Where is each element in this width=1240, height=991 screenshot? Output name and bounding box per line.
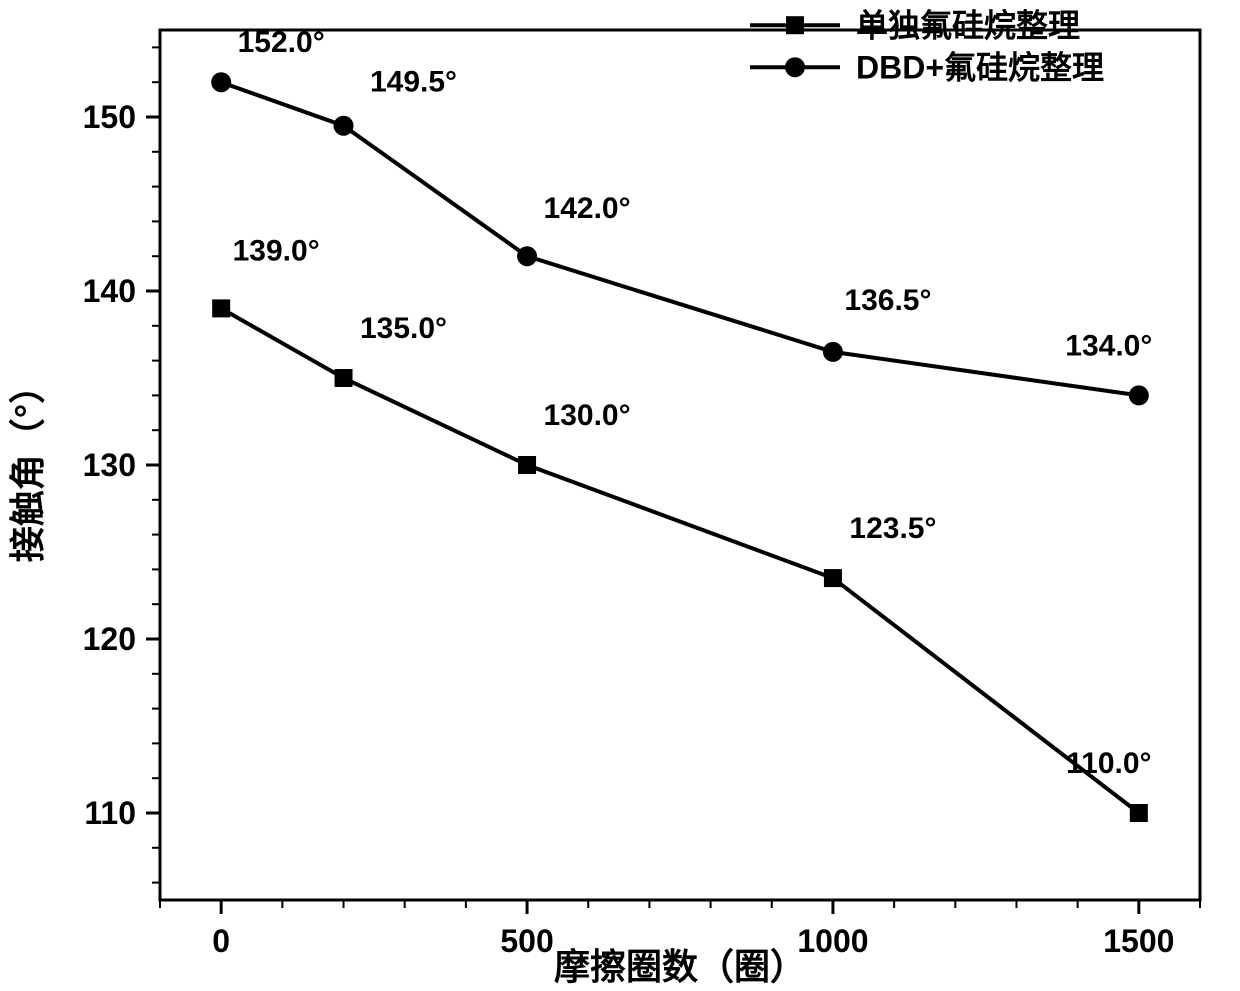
square-marker-icon bbox=[335, 369, 353, 387]
data-label: 134.0° bbox=[1065, 329, 1152, 362]
circle-marker-icon bbox=[1129, 385, 1149, 405]
square-marker-icon bbox=[824, 569, 842, 587]
circle-marker-icon bbox=[517, 246, 537, 266]
x-tick-label: 1000 bbox=[797, 923, 868, 959]
y-tick-label: 140 bbox=[83, 273, 136, 309]
data-label: 123.5° bbox=[849, 512, 936, 545]
data-label: 152.0° bbox=[238, 26, 325, 59]
square-marker-icon bbox=[1130, 804, 1148, 822]
x-tick-label: 0 bbox=[212, 923, 230, 959]
data-label: 139.0° bbox=[233, 234, 320, 267]
y-tick-label: 110 bbox=[84, 795, 136, 831]
circle-marker-icon bbox=[785, 57, 805, 77]
legend-label: 单独氟硅烷整理 bbox=[856, 7, 1080, 43]
data-label: 136.5° bbox=[844, 284, 931, 317]
data-label: 142.0° bbox=[544, 192, 631, 225]
y-axis-label: 接触角（°） bbox=[7, 368, 48, 562]
x-tick-label: 1500 bbox=[1103, 923, 1174, 959]
y-tick-label: 120 bbox=[83, 621, 136, 657]
data-label: 130.0° bbox=[544, 399, 631, 432]
x-axis-label: 摩擦圈数（圈） bbox=[554, 946, 806, 987]
y-tick-label: 130 bbox=[83, 447, 136, 483]
square-marker-icon bbox=[518, 456, 536, 474]
x-tick-label: 500 bbox=[500, 923, 553, 959]
y-tick-label: 150 bbox=[83, 99, 136, 135]
data-label: 149.5° bbox=[370, 66, 457, 99]
legend-label: DBD+氟硅烷整理 bbox=[856, 49, 1104, 85]
square-marker-icon bbox=[212, 299, 230, 317]
data-label: 110.0° bbox=[1066, 747, 1151, 780]
contact-angle-chart: 0 500 1000 1500 110 120 130 140 150 摩擦圈数（圈） 接触角（°）… bbox=[0, 0, 1240, 991]
data-label: 135.0° bbox=[360, 312, 447, 345]
circle-marker-icon bbox=[334, 116, 354, 136]
circle-marker-icon bbox=[211, 72, 231, 92]
circle-marker-icon bbox=[823, 342, 843, 362]
square-marker-icon bbox=[786, 16, 804, 34]
